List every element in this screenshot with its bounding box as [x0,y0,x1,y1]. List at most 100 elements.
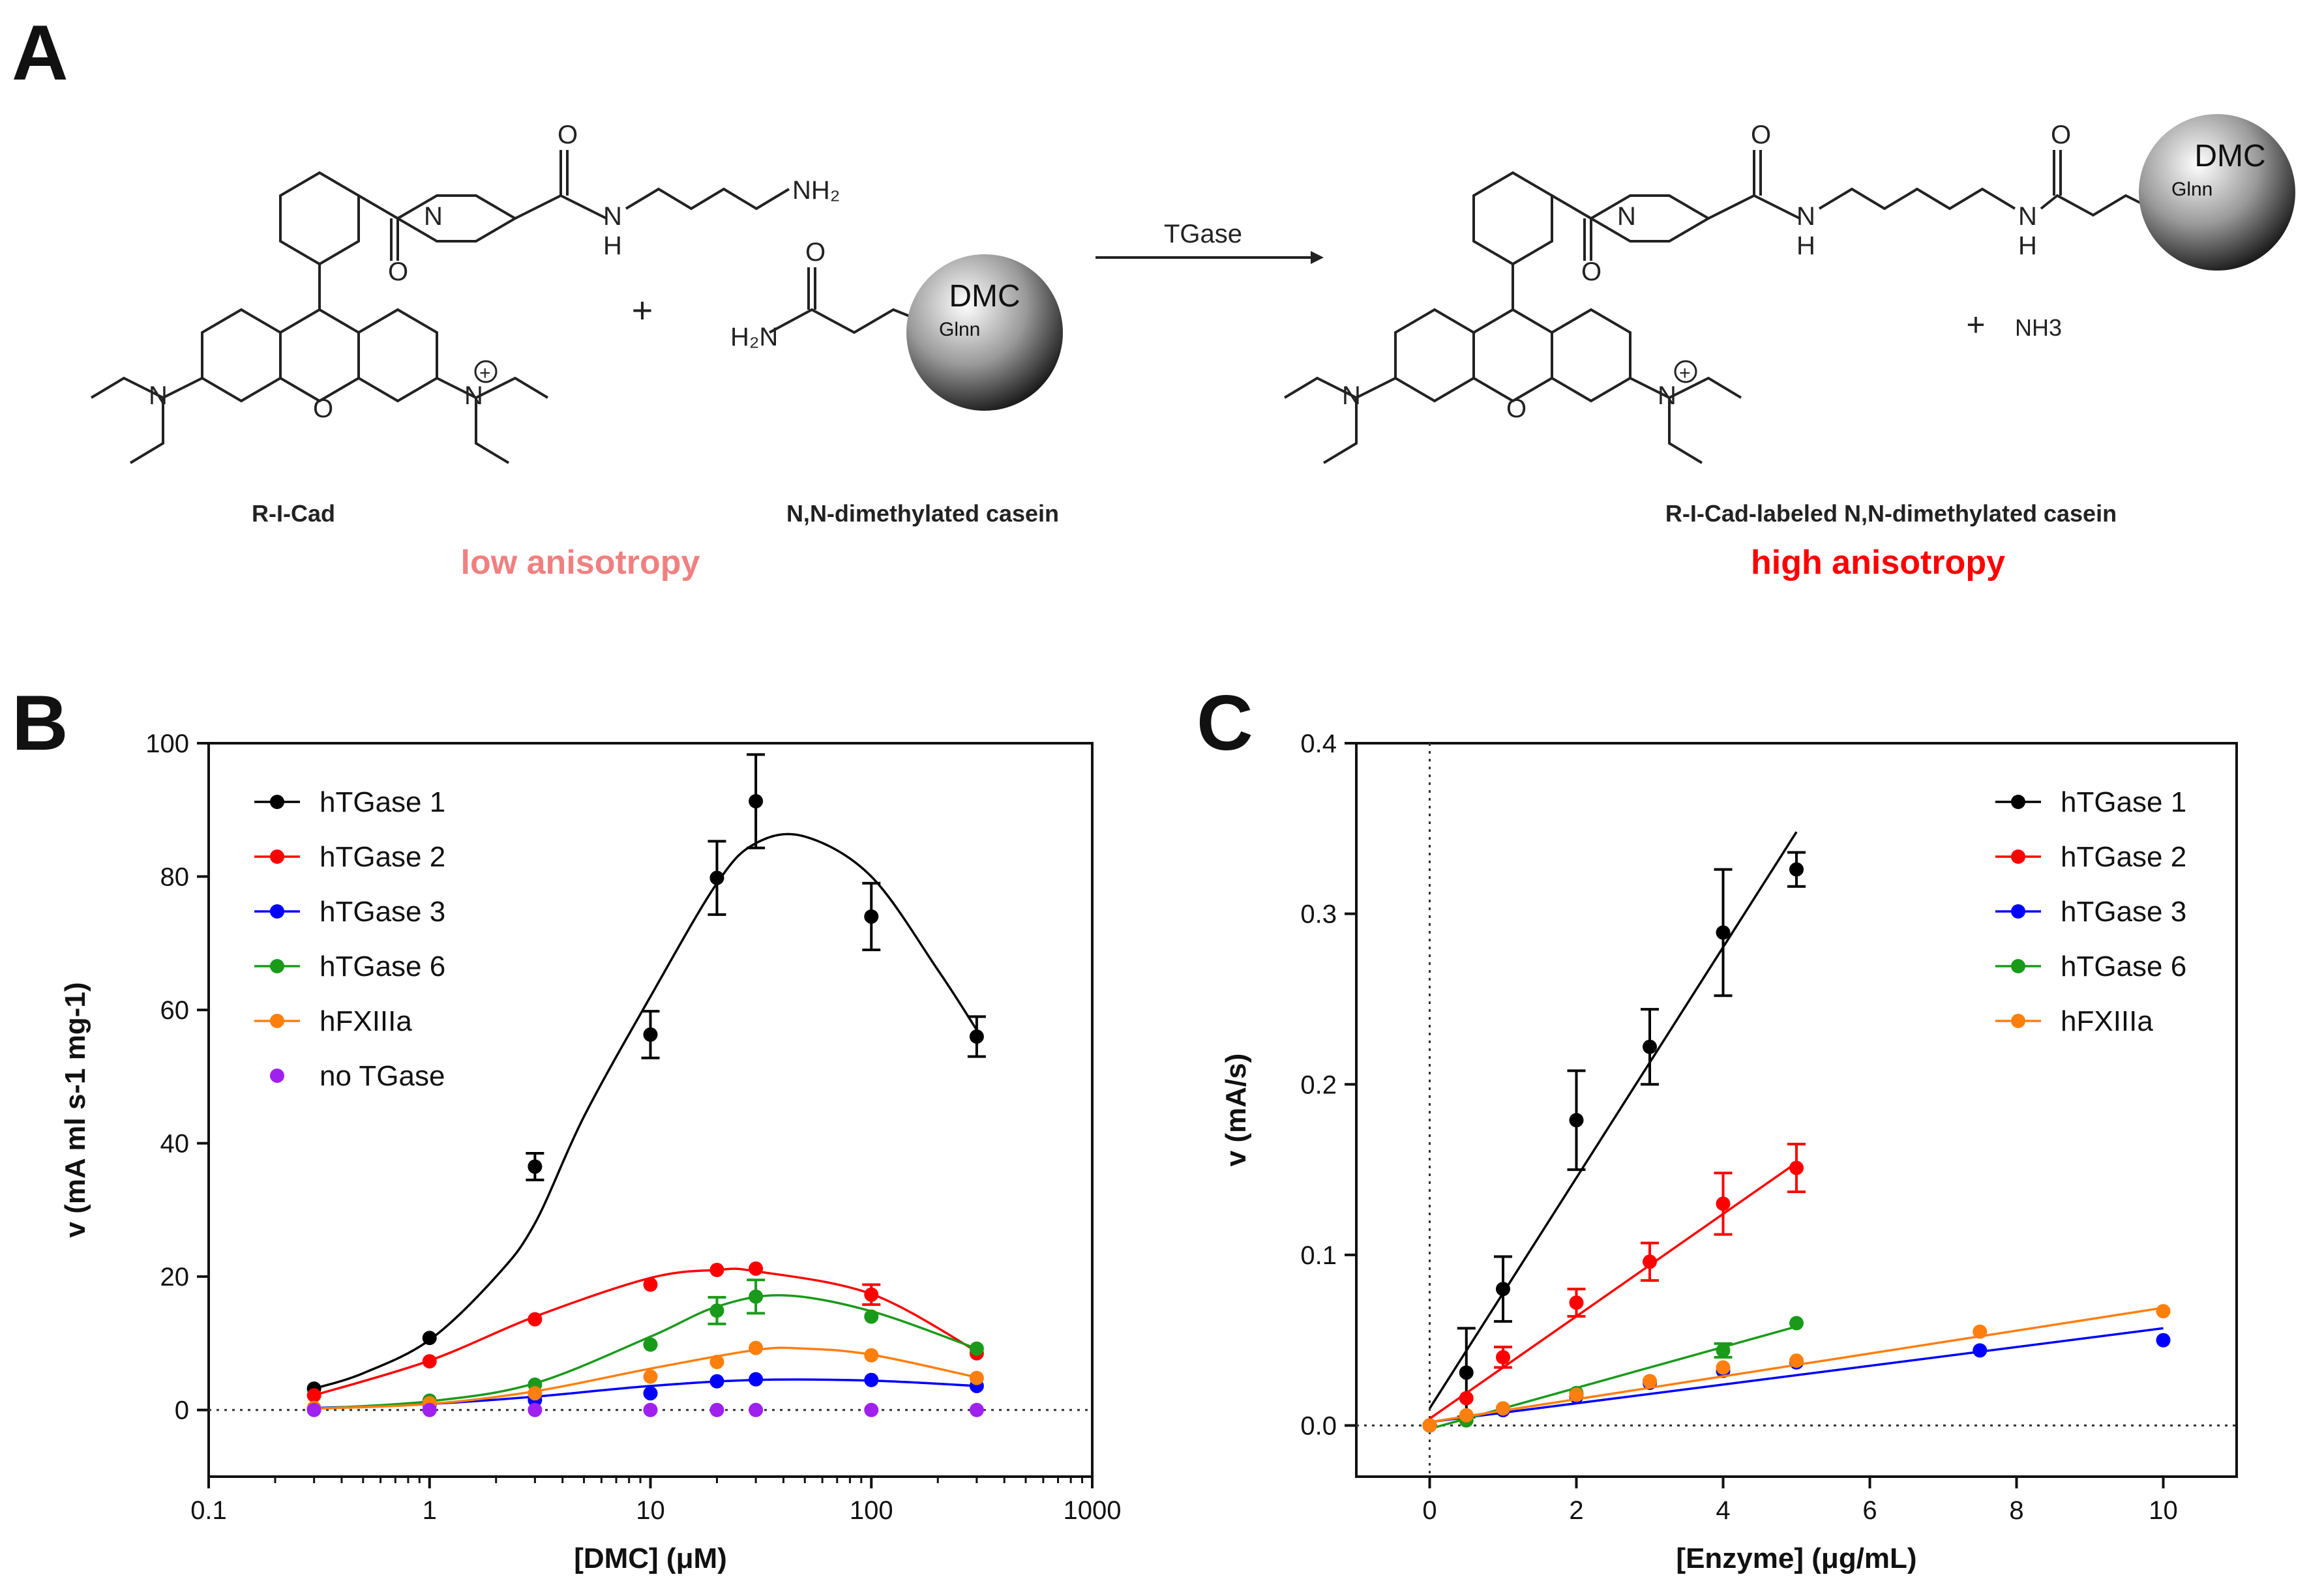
chart-c-x-tick-label: 6 [1862,1496,1877,1525]
chart-c-legend-label: hTGase 2 [2061,841,2186,873]
chart-b-legend-label: hTGase 1 [320,786,445,818]
chart-c-x-tick-label: 4 [1716,1496,1730,1525]
chart-c-legend-marker [2011,795,2025,809]
chart-c-fit-0 [1429,831,1798,1409]
reaction-scheme: O N N N O O N H NH₂ + + O H₂N DMC Glnn T… [90,114,2295,582]
svg-text:O: O [388,258,408,286]
svg-text:O: O [558,121,578,149]
chart-c-x-axis-label: [Enzyme] (μg/mL) [1676,1542,1916,1574]
chart-c-point-3 [1716,1343,1731,1358]
chart-c-legend-label: hFXIIIa [2061,1005,2153,1037]
chart-b-legend-marker [270,959,284,973]
chart-b-legend-label: no TGase [320,1060,445,1092]
svg-text:N: N [1796,202,1815,231]
chart-b-point-2 [709,1374,724,1389]
chart-b-point-2 [864,1372,879,1387]
svg-text:O: O [1751,121,1771,149]
chart-c-point-0 [1496,1282,1510,1297]
chart-c-point-2 [1973,1343,1988,1358]
plus-sign-1: + [632,289,653,331]
chart-c-legend-marker [2011,1014,2025,1028]
chart-b-point-5 [306,1402,321,1417]
dmc-amide-nh2: H₂N [730,323,778,351]
product-labeled-casein-structure [1283,150,2153,464]
chart-c-point-4 [1569,1387,1584,1402]
chart-c-point-1 [1716,1196,1731,1211]
chart-b-point-3 [749,1289,764,1304]
chart-b-dmc-dependence: v (mA ml s-1 mg-1) [DMC] (μM) 0.1 1 10 100 1… [59,730,1122,1574]
chart-b-point-4 [643,1369,658,1384]
chart-b-point-5 [749,1402,764,1417]
product-caption: R-I-Cad-labeled N,N-dimethylated casein [1665,500,2117,527]
chart-b-point-1 [749,1261,764,1276]
reactant1-caption: R-I-Cad [252,500,335,527]
svg-text:N: N [149,381,168,410]
plus-sign-2: + [1966,306,1985,343]
chart-b-point-0 [969,1029,984,1044]
chart-c-point-1 [1459,1391,1474,1406]
chart-b-x-tick-label: 1 [423,1496,437,1525]
chart-b-point-3 [643,1337,658,1352]
chart-c-legend-marker [2011,959,2025,973]
chart-b-point-3 [709,1303,724,1318]
chart-c-point-1 [1643,1254,1657,1269]
chart-c-point-0 [1716,925,1731,940]
chart-b-point-4 [749,1340,764,1355]
chart-b-point-5 [528,1402,543,1417]
reactant1-atom-labels: O N N N O O N H NH₂ [149,121,840,423]
chart-c-point-4 [1716,1360,1731,1375]
chart-c-legend-label: hTGase 3 [2061,896,2186,928]
charge-plus-glyph: + [479,362,491,384]
chart-b-y-tick-label: 60 [160,996,190,1025]
chart-c-fit-2 [1429,1327,2164,1424]
chart-b-point-0 [749,793,764,808]
chart-c-point-0 [1569,1113,1584,1128]
chart-b-point-5 [709,1402,724,1417]
high-anisotropy-label: high anisotropy [1751,544,2005,582]
chart-c-legend-label: hTGase 1 [2061,786,2186,818]
svg-text:O: O [1581,258,1601,286]
reactant-dmc-structure [769,267,927,334]
chart-c-fit-1 [1429,1162,1798,1420]
chart-c-y-tick-label: 0.2 [1300,1070,1337,1099]
chart-b-point-4 [864,1348,879,1363]
svg-text:H: H [2018,231,2037,260]
chart-b-point-0 [643,1027,658,1042]
chart-c-point-1 [1789,1160,1804,1175]
dmc-sphere-label: DMC [949,279,1020,314]
chart-b-x-tick-label: 10 [636,1496,665,1525]
chart-b-point-4 [528,1386,543,1401]
chart-b-point-5 [969,1402,984,1417]
chart-c-y-tick-label: 0.4 [1300,730,1337,758]
chart-b-y-tick-label: 100 [145,730,189,758]
chart-b-point-0 [709,870,724,885]
chart-c-x-tick-label: 0 [1422,1496,1437,1525]
reaction-arrow-label: TGase [1164,220,1242,248]
product-sphere-sublabel: Glnn [2171,179,2212,200]
chart-c-point-0 [1789,862,1804,877]
chart-b-point-4 [709,1355,724,1370]
chart-c-x-tick-label: 2 [1569,1496,1583,1525]
svg-text:N: N [1342,381,1361,410]
chart-c-x-tick-label: 10 [2149,1496,2178,1525]
chart-c-point-0 [1643,1039,1657,1054]
chart-b-point-1 [528,1312,543,1327]
chart-c-point-1 [1496,1350,1510,1365]
chart-b-x-tick-label: 1000 [1064,1496,1122,1525]
dmc-protein-sphere [906,254,1063,411]
chart-b-legend-marker [270,849,284,864]
chart-b-legend-label: hTGase 3 [320,896,445,928]
chart-b-x-axis-label: [DMC] (μM) [574,1542,727,1574]
product-dmc-sphere [2139,114,2295,271]
chart-b-fit-0 [314,833,978,1390]
chart-c-legend-label: hTGase 6 [2061,951,2186,982]
chart-b-point-5 [864,1402,879,1417]
svg-text:O: O [2051,121,2071,149]
chart-b-y-tick-label: 80 [160,863,190,892]
svg-text:N: N [603,202,622,231]
chart-c-point-4 [2156,1304,2171,1319]
chart-b-point-2 [643,1386,658,1401]
chart-b-legend-marker [270,1014,284,1028]
chart-b-point-1 [709,1262,724,1277]
positive-charge-icon [474,360,498,383]
